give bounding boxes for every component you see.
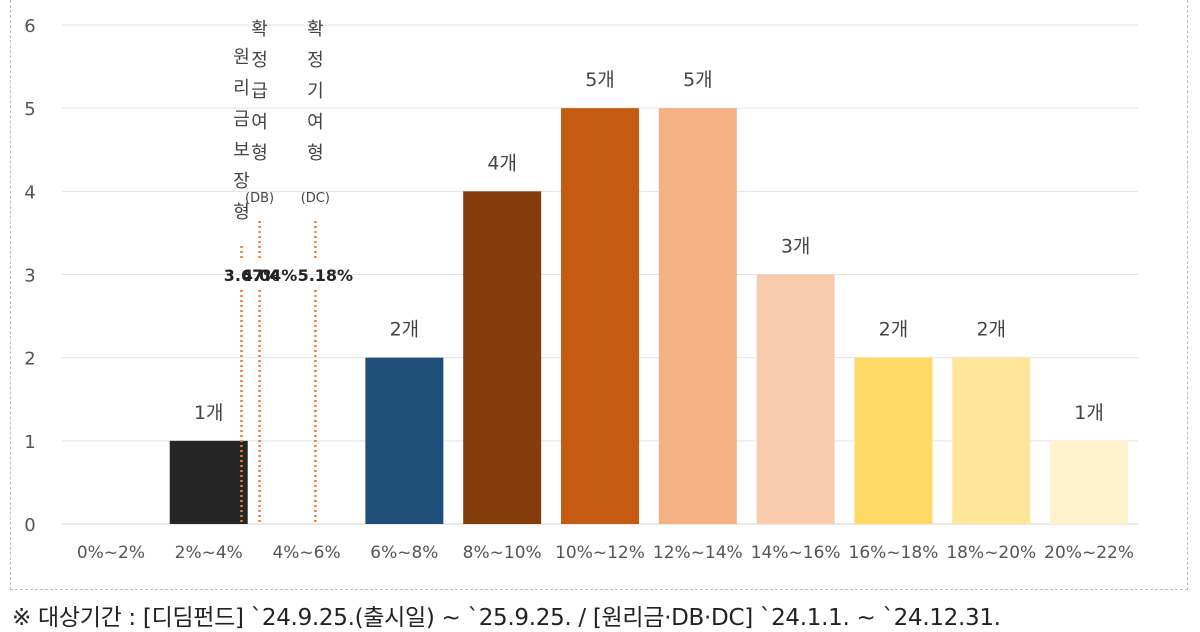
data-label: 4개 [487,152,517,174]
annotation-value: 4.04% [242,266,298,285]
bar [365,357,444,524]
annotation-sublabel: (DC) [301,191,330,206]
annotation-label-char: 여 [251,112,268,133]
annotation-label-char: 금 [233,109,250,130]
x-tick-label: 2%~4% [175,543,243,563]
x-tick-label: 16%~18% [849,543,939,563]
x-tick-label: 6%~8% [370,543,438,563]
x-tick-label: 20%~22% [1044,543,1134,563]
annotation-label-char: 정 [307,50,324,71]
y-tick-label: 2 [24,349,35,370]
annotation-label-char: 보 [233,140,250,161]
data-label: 2개 [390,319,420,341]
annotation-label-char: 급 [251,81,268,102]
bar-chart: 0 1 2 3 4 5 6 0%~2% 1개 2%~4% 4%~6% 2개 6%~8% 4개 8%~10% 5… [24,16,1138,563]
annotation-value: 3.67% [224,266,280,285]
bar [1050,440,1129,524]
annotation-label-char: 여 [307,112,324,133]
y-tick-label: 0 [24,515,35,536]
annotation-sublabel: (DB) [245,191,274,206]
y-tick-label: 6 [24,16,35,37]
x-tick-label: 10%~12% [555,543,645,563]
data-label: 5개 [585,69,615,91]
bar [169,440,248,524]
x-tick-label: 8%~10% [463,543,542,563]
bar [756,274,835,524]
data-label: 1개 [194,402,224,424]
annotation-label-char: 확 [307,19,324,40]
bar [854,357,933,524]
annotation-label-char: 확 [251,19,268,40]
x-tick-label: 12%~14% [653,543,743,563]
bar [952,357,1031,524]
annotation-label-char: 형 [233,202,250,223]
bar [561,108,639,525]
footnote: ※ 대상기간 : [디딤펀드] `24.9.25.(출시일) ~ `25.9.2… [12,605,1001,631]
annotation-label-char: 장 [233,171,250,192]
y-tick-label: 4 [24,182,35,203]
data-label: 1개 [1074,402,1104,424]
annotation-value: 5.18% [298,266,354,285]
x-tick-label: 4%~6% [272,543,340,563]
data-label: 5개 [683,69,713,91]
y-tick-label: 5 [24,99,35,120]
data-label: 3개 [781,236,811,258]
y-tick-label: 3 [24,266,35,287]
x-tick-label: 14%~16% [751,543,841,563]
annotation-label-char: 원 [233,47,250,68]
annotation-label-char: 리 [233,78,250,99]
annotation-label-char: 정 [251,50,268,71]
data-label: 2개 [976,319,1006,341]
bar [658,108,737,525]
data-label: 2개 [879,319,909,341]
annotation-label-char: 기 [307,81,324,102]
x-tick-label: 18%~20% [946,543,1036,563]
annotation-label-char: 형 [307,143,324,164]
annotation-label-char: 형 [251,143,268,164]
chart-frame [10,0,1188,590]
bar [463,191,542,525]
x-tick-label: 0%~2% [77,543,145,563]
y-tick-label: 1 [24,432,35,453]
